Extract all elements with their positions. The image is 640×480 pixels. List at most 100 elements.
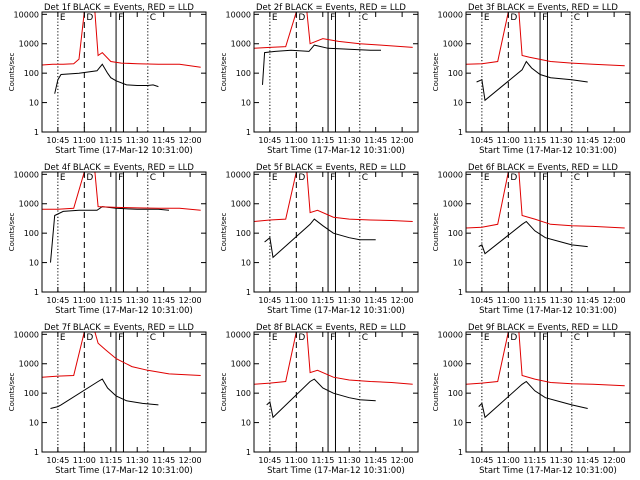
y-tick-label: 1000 (231, 200, 251, 209)
y-tick-label: 1000 (443, 200, 463, 209)
x-tick-label: 10:45 (258, 296, 281, 305)
marker-label: C (574, 333, 580, 343)
x-tick-label: 11:30 (126, 456, 149, 465)
events-series (50, 378, 159, 409)
marker-label: C (574, 173, 580, 183)
lld-series (466, 172, 625, 229)
marker-label: F (542, 13, 547, 23)
lld-series (466, 332, 625, 387)
y-tick-label: 10 (453, 419, 463, 428)
marker-label: E (60, 333, 66, 343)
y-axis-label: Counts/sec (220, 213, 228, 252)
y-tick-label: 1 (34, 288, 39, 297)
marker-label: E (484, 13, 490, 23)
x-axis-label: Start Time (17-Mar-12 10:31:00) (55, 466, 193, 476)
panel-title: Det 7f BLACK = Events, RED = LLD (44, 323, 194, 333)
marker-label: F (118, 13, 123, 23)
marker-label: D (510, 333, 517, 343)
x-tick-label: 12:00 (603, 136, 626, 145)
panel-title: Det 1f BLACK = Events, RED = LLD (44, 3, 194, 13)
events-series (478, 380, 588, 419)
y-tick-label: 1000 (19, 40, 39, 49)
plot-frame (41, 11, 207, 133)
x-tick-label: 10:45 (46, 136, 69, 145)
lld-series (42, 12, 201, 68)
y-tick-label: 1000 (19, 360, 39, 369)
x-tick-label: 11:15 (99, 136, 122, 145)
x-tick-label: 11:45 (152, 296, 175, 305)
x-tick-label: 11:00 (73, 296, 96, 305)
plot-frame (465, 11, 631, 133)
y-tick-label: 100 (448, 69, 463, 78)
marker-label: D (86, 333, 93, 343)
y-tick-label: 1 (34, 448, 39, 457)
panel-title: Det 6f BLACK = Events, RED = LLD (468, 163, 618, 173)
y-tick-label: 1 (458, 448, 463, 457)
x-tick-label: 11:45 (364, 456, 387, 465)
x-axis-label: Start Time (17-Mar-12 10:31:00) (479, 146, 617, 156)
marker-label: D (510, 173, 517, 183)
y-tick-label: 1000 (231, 40, 251, 49)
panel-title: Det 5f BLACK = Events, RED = LLD (256, 163, 406, 173)
x-tick-label: 12:00 (603, 296, 626, 305)
y-tick-label: 10 (29, 259, 39, 268)
plot-frame (253, 11, 419, 133)
x-axis-label: Start Time (17-Mar-12 10:31:00) (479, 466, 617, 476)
y-tick-label: 1 (246, 128, 251, 137)
y-axis-label: Counts/sec (8, 53, 16, 92)
marker-label: C (362, 333, 368, 343)
marker-label: C (362, 13, 368, 23)
panel-title: Det 8f BLACK = Events, RED = LLD (256, 323, 406, 333)
x-tick-label: 10:45 (46, 456, 69, 465)
x-tick-label: 11:00 (285, 136, 308, 145)
x-tick-label: 10:45 (46, 296, 69, 305)
lld-series (42, 172, 201, 211)
x-tick-label: 11:30 (550, 136, 573, 145)
x-tick-label: 11:15 (99, 456, 122, 465)
x-tick-label: 11:30 (550, 456, 573, 465)
panel-title: Det 4f BLACK = Events, RED = LLD (44, 163, 194, 173)
y-tick-label: 1000 (231, 360, 251, 369)
y-axis-label: Counts/sec (220, 53, 228, 92)
x-tick-label: 10:45 (470, 296, 493, 305)
y-tick-label: 1000 (19, 200, 39, 209)
x-tick-label: 11:00 (497, 296, 520, 305)
y-tick-label: 100 (448, 389, 463, 398)
x-axis-label: Start Time (17-Mar-12 10:31:00) (55, 146, 193, 156)
marker-label: F (542, 173, 547, 183)
y-axis-label: Counts/sec (220, 373, 228, 412)
y-tick-label: 100 (236, 69, 251, 78)
marker-label: C (150, 173, 156, 183)
events-series (266, 378, 376, 419)
marker-label: C (574, 13, 580, 23)
y-tick-label: 10000 (14, 170, 39, 179)
x-tick-label: 11:30 (126, 136, 149, 145)
x-tick-label: 11:30 (338, 456, 361, 465)
marker-label: E (60, 13, 66, 23)
x-tick-label: 11:45 (576, 136, 599, 145)
x-tick-label: 11:15 (523, 136, 546, 145)
plot-frame (465, 171, 631, 293)
events-series (478, 220, 588, 255)
marker-label: D (298, 13, 305, 23)
marker-label: F (118, 333, 123, 343)
y-axis-label: Counts/sec (432, 373, 440, 412)
panel-title: Det 2f BLACK = Events, RED = LLD (256, 3, 406, 13)
marker-label: D (86, 13, 93, 23)
y-tick-label: 1 (246, 448, 251, 457)
y-tick-label: 1000 (443, 360, 463, 369)
x-tick-label: 11:15 (311, 296, 334, 305)
y-tick-label: 10000 (438, 330, 463, 339)
x-tick-label: 11:00 (285, 296, 308, 305)
marker-label: C (150, 13, 156, 23)
marker-label: E (272, 333, 278, 343)
y-tick-label: 100 (448, 229, 463, 238)
x-tick-label: 12:00 (391, 456, 414, 465)
lld-series (254, 172, 413, 222)
x-axis-label: Start Time (17-Mar-12 10:31:00) (55, 306, 193, 316)
